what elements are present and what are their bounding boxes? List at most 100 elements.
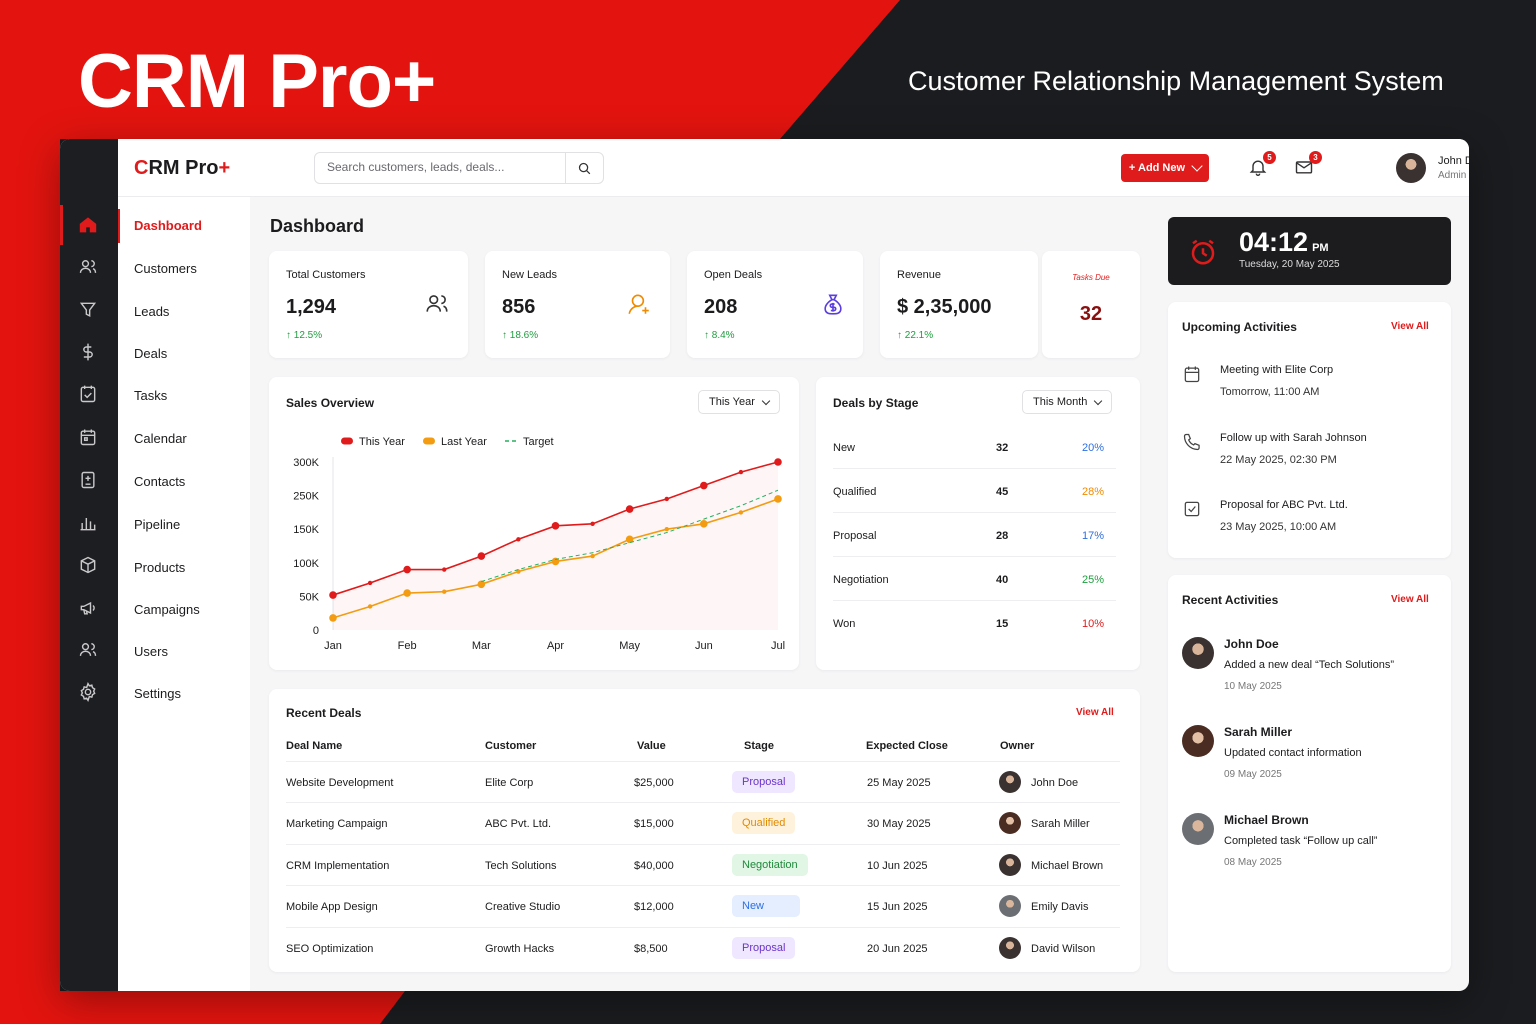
money-bag-icon: [820, 291, 848, 319]
add-new-label: + Add New: [1128, 162, 1186, 174]
column-header[interactable]: Customer: [485, 740, 537, 752]
sidebar-item-settings[interactable]: Settings: [134, 686, 181, 701]
data-point: [367, 604, 373, 609]
add-new-button[interactable]: + Add New: [1121, 154, 1209, 182]
sidebar-item-products[interactable]: Products: [134, 560, 186, 575]
sales-period-dropdown[interactable]: This Year: [698, 390, 780, 414]
column-header[interactable]: Stage: [744, 740, 774, 752]
upcoming-title: Upcoming Activities: [1182, 320, 1297, 334]
sidebar-item-calendar[interactable]: Calendar: [134, 431, 187, 446]
search-input[interactable]: [327, 160, 557, 174]
stat-value: 208: [704, 296, 738, 318]
table-row[interactable]: SEO Optimization Growth Hacks $8,500 Pro…: [286, 927, 1120, 969]
stage-count: 32: [996, 442, 1009, 454]
avatar: [1182, 637, 1214, 669]
customers-icon[interactable]: [76, 255, 100, 279]
gear-icon[interactable]: [76, 680, 100, 704]
funnel-icon[interactable]: [76, 298, 100, 322]
recent-deals-view-all[interactable]: View All: [1076, 707, 1114, 718]
stage-percent: 20%: [1081, 442, 1104, 454]
deal-name: CRM Implementation: [286, 860, 390, 872]
pipeline-icon[interactable]: [76, 511, 100, 535]
sidebar-item-tasks[interactable]: Tasks: [134, 388, 168, 403]
phone-icon: [1183, 433, 1200, 451]
deal-value: $12,000: [634, 901, 674, 913]
sidebar-item-pipeline[interactable]: Pipeline: [134, 517, 181, 532]
sales-overview-title: Sales Overview: [286, 396, 375, 410]
stat-card-deals[interactable]: Open Deals 208 ↑ 8.4%: [687, 251, 863, 358]
stat-label: Total Customers: [286, 269, 366, 281]
stage-row[interactable]: Won 15 10%: [833, 601, 1116, 645]
messages-button[interactable]: 3: [1294, 151, 1322, 179]
activity-title: Meeting with Elite Corp: [1220, 364, 1334, 376]
y-tick-label: 100K: [293, 558, 319, 570]
top-bar: CRM Pro+ + Add New 5 3 John Doe Admin: [118, 139, 1469, 197]
stage-badge: Negotiation: [732, 854, 808, 876]
deal-value: $15,000: [634, 818, 674, 830]
deal-value: $8,500: [634, 943, 668, 955]
sales-chart: 0 50K 100K 150K 250K 300K Jan Feb Mar Apr May Jun Ju…: [293, 436, 785, 652]
upcoming-activities-card: Upcoming Activities View All Meeting wit…: [1168, 302, 1451, 558]
stat-card-tasks-due[interactable]: Tasks Due 32: [1042, 251, 1140, 358]
home-icon[interactable]: [60, 205, 100, 245]
stage-row[interactable]: Qualified 45 28%: [833, 469, 1116, 513]
bell-icon: [1249, 160, 1267, 176]
activity-message: Updated contact information: [1224, 747, 1362, 759]
table-row[interactable]: Mobile App Design Creative Studio $12,00…: [286, 885, 1120, 927]
notifications-button[interactable]: 5: [1248, 151, 1276, 179]
upcoming-view-all[interactable]: View All: [1391, 321, 1429, 332]
sidebar-item-deals[interactable]: Deals: [134, 346, 168, 361]
deal-owner: John Doe: [1031, 777, 1079, 789]
avatar: [1182, 725, 1214, 757]
calendar-icon[interactable]: [76, 425, 100, 449]
stage-row[interactable]: Proposal 28 17%: [833, 513, 1116, 557]
deal-close-date: 15 Jun 2025: [867, 901, 928, 913]
table-row[interactable]: Website Development Elite Corp $25,000 P…: [286, 761, 1120, 803]
tasks-due-value: 32: [1079, 303, 1103, 325]
column-header[interactable]: Deal Name: [286, 740, 343, 752]
recent-activities-card: Recent Activities View All John Doe Adde…: [1168, 575, 1451, 972]
column-header[interactable]: Expected Close: [866, 740, 948, 752]
sidebar-item-leads[interactable]: Leads: [134, 304, 170, 319]
data-point: [516, 569, 521, 574]
notifications-badge: 5: [1263, 151, 1276, 164]
stage-row[interactable]: New 32 20%: [833, 425, 1116, 469]
users-icon[interactable]: [76, 638, 100, 662]
brand-logo[interactable]: CRM Pro+: [134, 157, 231, 179]
activity-title: Proposal for ABC Pvt. Ltd.: [1220, 499, 1348, 511]
sidebar-item-customers[interactable]: Customers: [134, 261, 197, 276]
stat-label: Revenue: [897, 269, 942, 281]
stage-name: Proposal: [833, 530, 877, 542]
sidebar-item-contacts[interactable]: Contacts: [134, 474, 186, 489]
contacts-icon[interactable]: [76, 468, 100, 492]
box-icon[interactable]: [76, 553, 100, 577]
x-tick-label: Jul: [771, 640, 785, 652]
sidebar-item-users[interactable]: Users: [134, 644, 168, 659]
stage-period-dropdown[interactable]: This Month: [1022, 390, 1113, 414]
x-tick-label: Jan: [324, 640, 342, 652]
sidebar-item-campaigns[interactable]: Campaigns: [134, 602, 200, 617]
recent-activities-view-all[interactable]: View All: [1391, 594, 1429, 605]
sidebar-item-dashboard[interactable]: Dashboard: [134, 218, 202, 233]
stage-row[interactable]: Negotiation 40 25%: [833, 557, 1116, 601]
table-row[interactable]: CRM Implementation Tech Solutions $40,00…: [286, 844, 1120, 886]
search-button[interactable]: [565, 153, 603, 183]
data-point: [590, 521, 595, 527]
stat-card-customers[interactable]: Total Customers 1,294 ↑ 12.5%: [269, 251, 468, 358]
stat-card-leads[interactable]: New Leads 856 ↑ 18.6%: [485, 251, 670, 358]
stat-card-revenue[interactable]: Revenue $ 2,35,000 ↑ 22.1%: [880, 251, 1038, 358]
tasks-icon[interactable]: [76, 382, 100, 406]
deal-value: $25,000: [634, 777, 674, 789]
deal-owner: Emily Davis: [1031, 901, 1089, 913]
recent-activities-title: Recent Activities: [1182, 593, 1279, 607]
data-point: [774, 495, 782, 503]
megaphone-icon[interactable]: [76, 596, 100, 620]
avatar: [999, 895, 1021, 917]
page-title: Dashboard: [270, 216, 365, 236]
hero-subtitle: Customer Relationship Management System: [908, 66, 1444, 96]
stage-percent: 17%: [1081, 530, 1104, 542]
table-row[interactable]: Marketing Campaign ABC Pvt. Ltd. $15,000…: [286, 802, 1120, 844]
column-header[interactable]: Value: [637, 740, 666, 752]
column-header[interactable]: Owner: [1000, 740, 1035, 752]
dollar-icon[interactable]: [76, 340, 100, 364]
